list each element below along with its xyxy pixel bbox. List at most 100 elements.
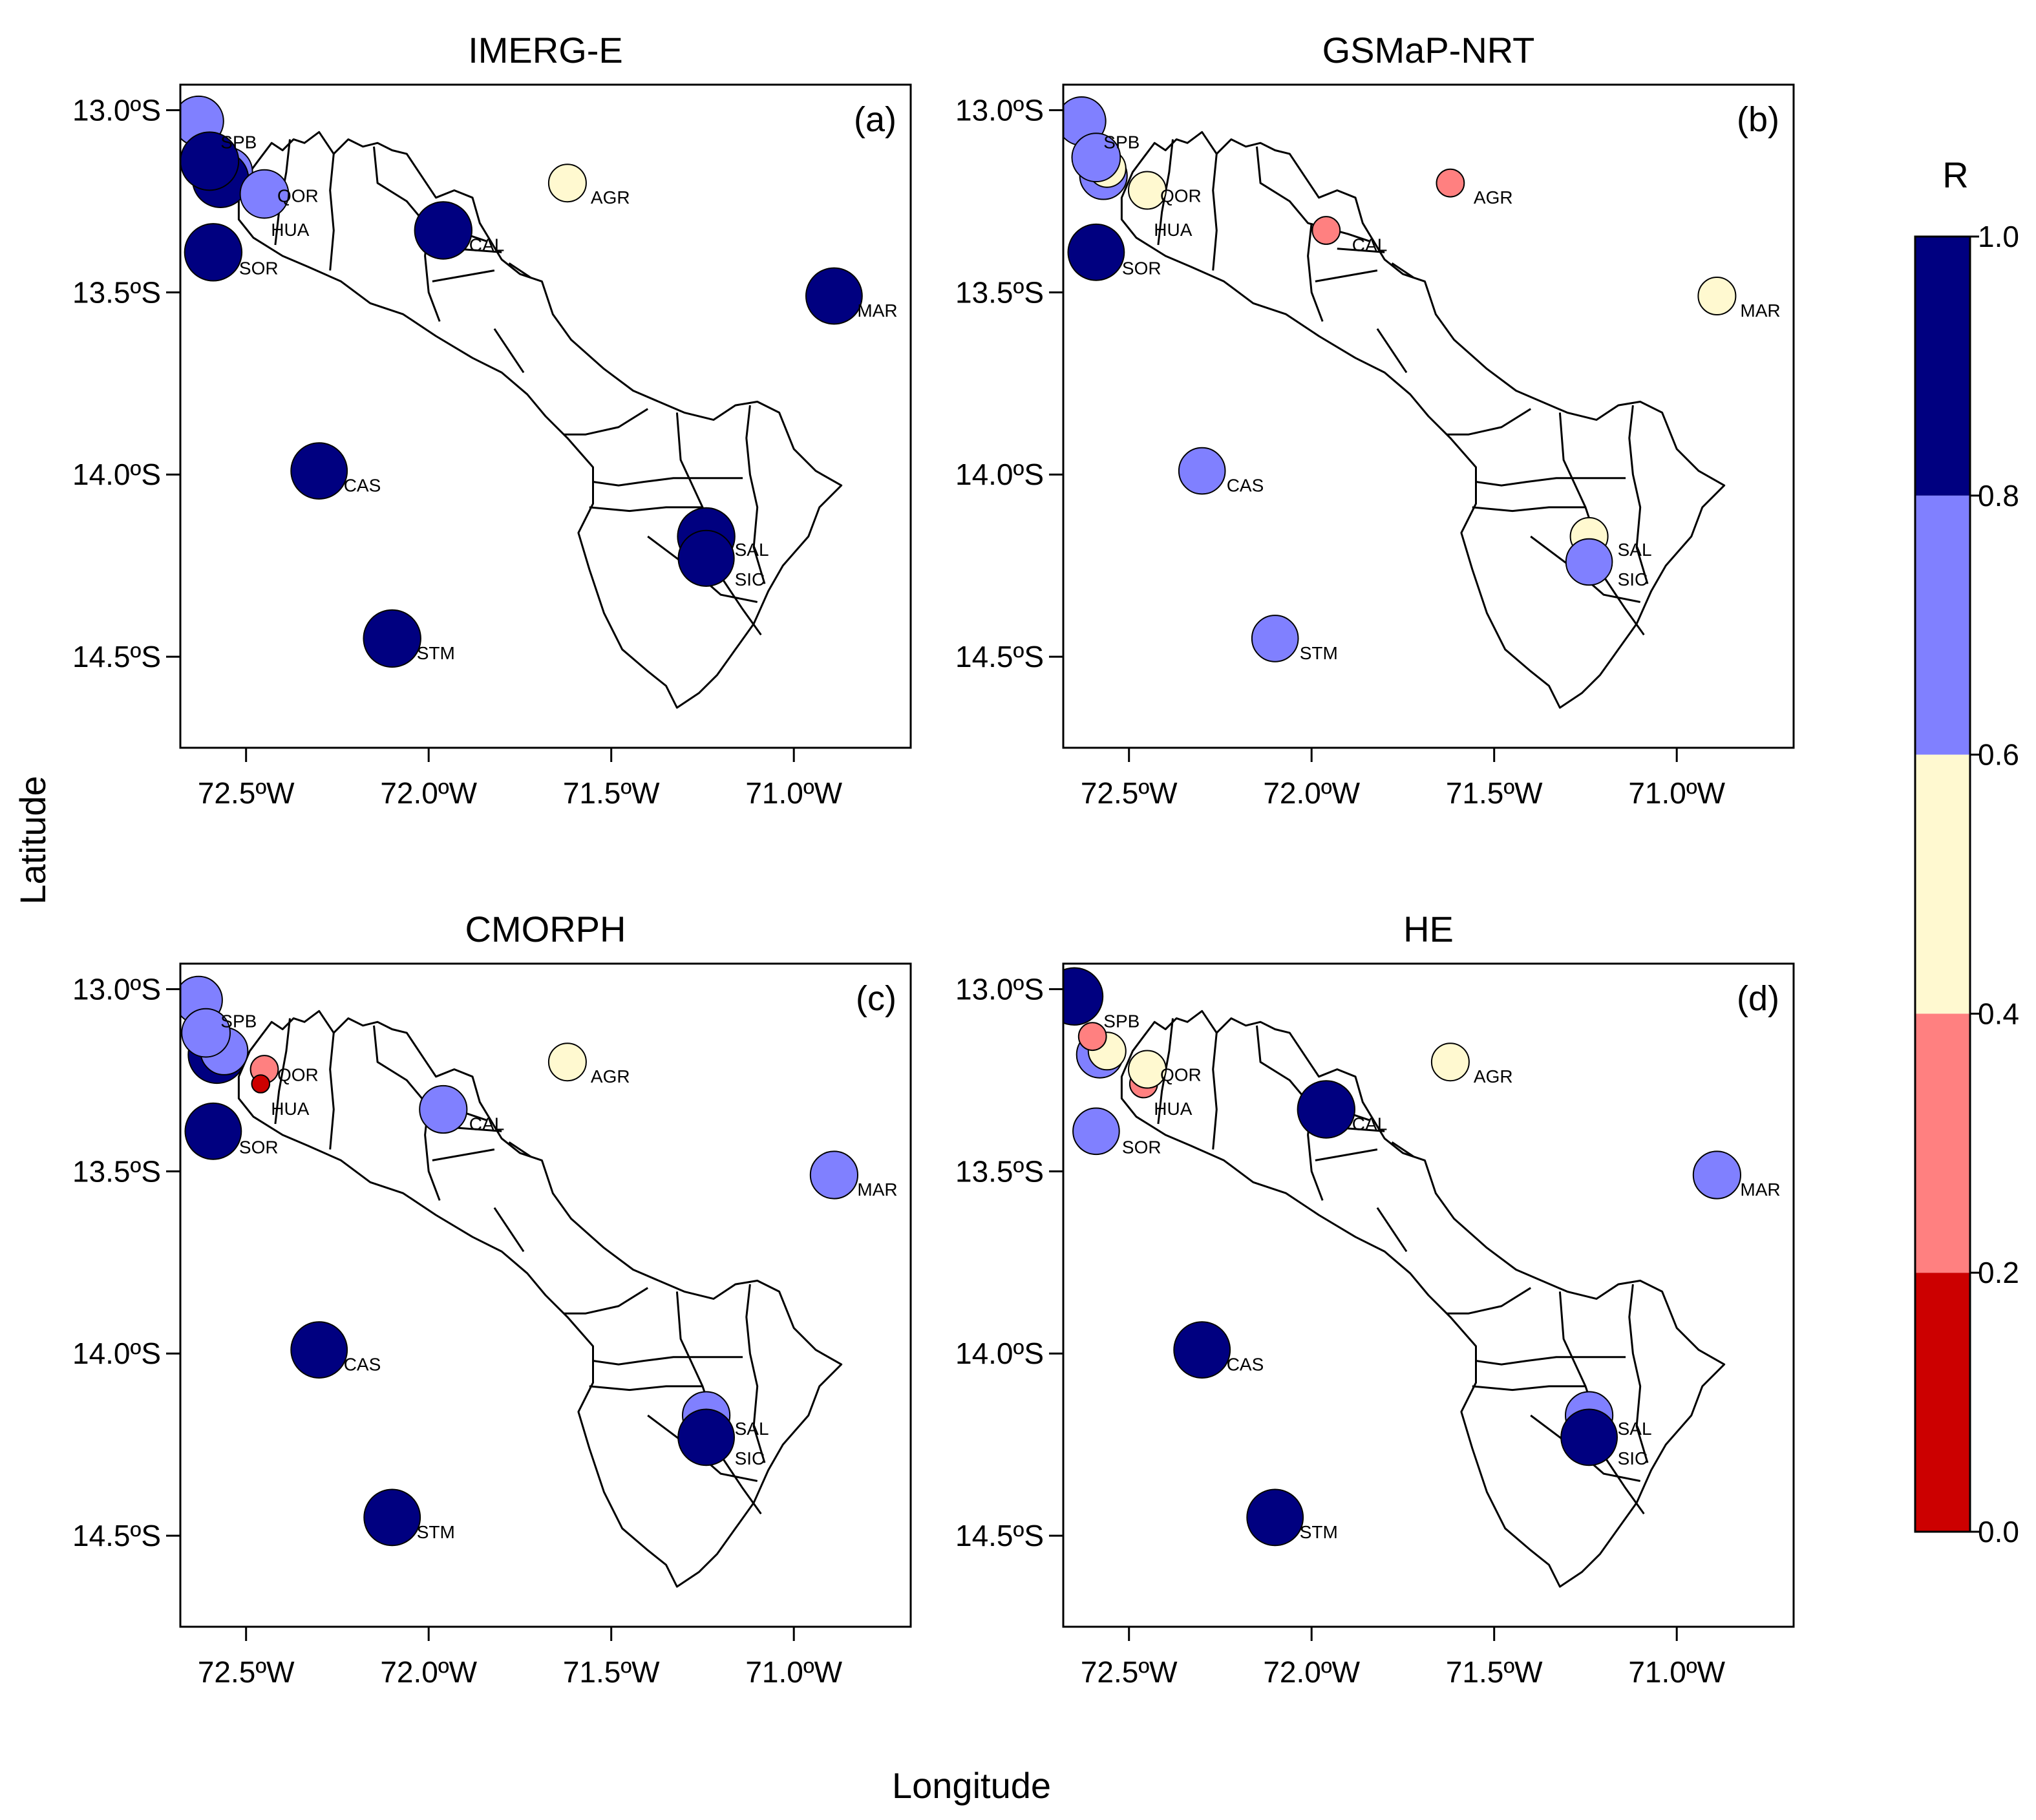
station-marker: [239, 169, 290, 219]
subbasin-boundary: [1447, 1287, 1531, 1315]
station-marker: [1436, 168, 1465, 198]
station-marker: [1063, 967, 1104, 1026]
lon-tick-label: 71.0ºW: [745, 1655, 842, 1689]
station-label: SIC: [1618, 569, 1648, 589]
station-marker: [414, 201, 472, 260]
lon-tick-label: 71.0ºW: [745, 776, 842, 810]
station-marker: [181, 1008, 231, 1058]
panel-frame: [1062, 962, 1795, 1628]
station-label: CAS: [1227, 1355, 1264, 1375]
basin-outline: [237, 131, 843, 709]
panel-tag: (b): [1737, 100, 1779, 139]
station-label: CAS: [344, 476, 381, 496]
subbasin-boundary: [508, 1141, 532, 1158]
station-label: SIC: [1618, 1448, 1648, 1468]
colorbar-tick-label: 0.8: [1978, 479, 2019, 513]
station-label: STM: [1300, 1522, 1338, 1542]
lat-tick-label: 14.0ºS: [72, 458, 161, 491]
station-label: QOR: [1160, 1065, 1202, 1085]
lon-tick-label: 71.5ºW: [1446, 1655, 1543, 1689]
station-marker: [1692, 1150, 1741, 1200]
station-label: SOR: [1122, 258, 1161, 278]
station-label: SPB: [220, 132, 257, 152]
subbasin-boundary: [274, 1018, 291, 1125]
panel-title: GSMaP-NRT: [1322, 30, 1535, 70]
station-label: CAL: [1352, 235, 1387, 255]
station-marker: [809, 1150, 859, 1200]
lon-tick-label: 71.0ºW: [1628, 1655, 1725, 1689]
station-marker: [290, 1321, 348, 1379]
panel-title: CMORPH: [465, 909, 626, 949]
lon-tick-label: 72.5ºW: [198, 1655, 295, 1689]
map-content: SPB QOR HUA SOR AGR CAL MAR CAS SAL SIC STM: [1063, 967, 1781, 1588]
colorbar-tick-label: 0.6: [1978, 738, 2019, 772]
subbasin-boundary: [593, 1356, 743, 1366]
subbasin-boundary: [1212, 1032, 1218, 1150]
subbasin-boundary: [1315, 270, 1378, 282]
lat-tick-label: 14.5ºS: [955, 1519, 1044, 1552]
y-axis-title: Latitude: [12, 776, 53, 904]
station-marker: [1071, 132, 1121, 183]
station-label: MAR: [1740, 1180, 1780, 1200]
subbasin-boundary: [745, 405, 766, 584]
station-marker: [1178, 447, 1226, 495]
station-label: HUA: [1154, 220, 1192, 240]
lon-tick-label: 71.5ºW: [1446, 776, 1543, 810]
station-marker: [184, 1102, 242, 1160]
station-marker: [1697, 277, 1737, 315]
map-panel: HE SPB QOR HUA SOR AGR CAL MAR CAS SAL SIC STM (d) 72…: [955, 909, 1795, 1689]
panel-frame: [179, 962, 912, 1628]
subbasin-boundary: [1307, 223, 1324, 322]
station-label: SOR: [239, 1137, 279, 1157]
subbasin-boundary: [329, 153, 335, 271]
lon-tick-label: 72.5ºW: [1081, 776, 1178, 810]
lat-tick-label: 13.0ºS: [72, 93, 161, 127]
station-label: MAR: [857, 1180, 897, 1200]
station-label: SAL: [1618, 540, 1652, 560]
colorbar-swatch: [1915, 237, 1970, 496]
station-label: AGR: [1474, 187, 1513, 207]
colorbar-swatch: [1915, 1013, 1970, 1273]
lat-tick-label: 14.0ºS: [955, 1337, 1044, 1370]
station-marker: [547, 1042, 587, 1082]
subbasin-boundary: [1628, 405, 1649, 584]
subbasin-boundary: [329, 1032, 335, 1150]
subbasin-boundary: [454, 1127, 502, 1132]
lon-tick-label: 71.5ºW: [563, 776, 660, 810]
basin-outline: [1120, 1010, 1726, 1588]
map-panel: GSMaP-NRTSPBQORHUASORAGRCALMARCASSALSICS…: [955, 30, 1795, 810]
colorbar-swatch: [1915, 495, 1970, 755]
panel-tag: (a): [854, 100, 896, 139]
lat-tick-label: 14.5ºS: [955, 640, 1044, 673]
subbasin-boundary: [589, 506, 703, 513]
basin-outline: [237, 1010, 843, 1588]
lon-tick-label: 72.5ºW: [1081, 1655, 1178, 1689]
station-marker: [363, 609, 421, 668]
lon-tick-label: 72.0ºW: [380, 776, 477, 810]
subbasin-boundary: [1376, 328, 1408, 374]
station-marker: [1072, 1107, 1120, 1156]
station-label: SAL: [735, 1419, 769, 1439]
station-label: SAL: [1618, 1419, 1652, 1439]
colorbar-tick-label: 0.2: [1978, 1256, 2019, 1289]
map-content: SPB QOR HUA SOR AGR CAL MAR CAS SAL SIC STM: [1063, 96, 1781, 709]
lat-tick-label: 14.0ºS: [72, 1337, 161, 1370]
lat-tick-label: 13.0ºS: [955, 972, 1044, 1006]
subbasin-boundary: [1337, 248, 1385, 253]
station-label: SPB: [1103, 132, 1140, 152]
station-marker: [805, 267, 863, 325]
station-marker: [547, 164, 587, 203]
subbasin-boundary: [432, 1148, 495, 1161]
subbasin-boundary: [508, 262, 532, 279]
subbasin-boundary: [1447, 408, 1531, 436]
lat-tick-label: 13.5ºS: [72, 275, 161, 309]
station-marker: [1128, 1050, 1167, 1089]
subbasin-boundary: [1376, 1207, 1408, 1253]
subbasin-boundary: [493, 328, 525, 374]
panel-frame: [179, 83, 912, 749]
station-label: STM: [1300, 643, 1338, 663]
subbasin-boundary: [1256, 146, 1371, 242]
station-label: QOR: [277, 186, 319, 206]
subbasin-boundary: [589, 1385, 703, 1391]
